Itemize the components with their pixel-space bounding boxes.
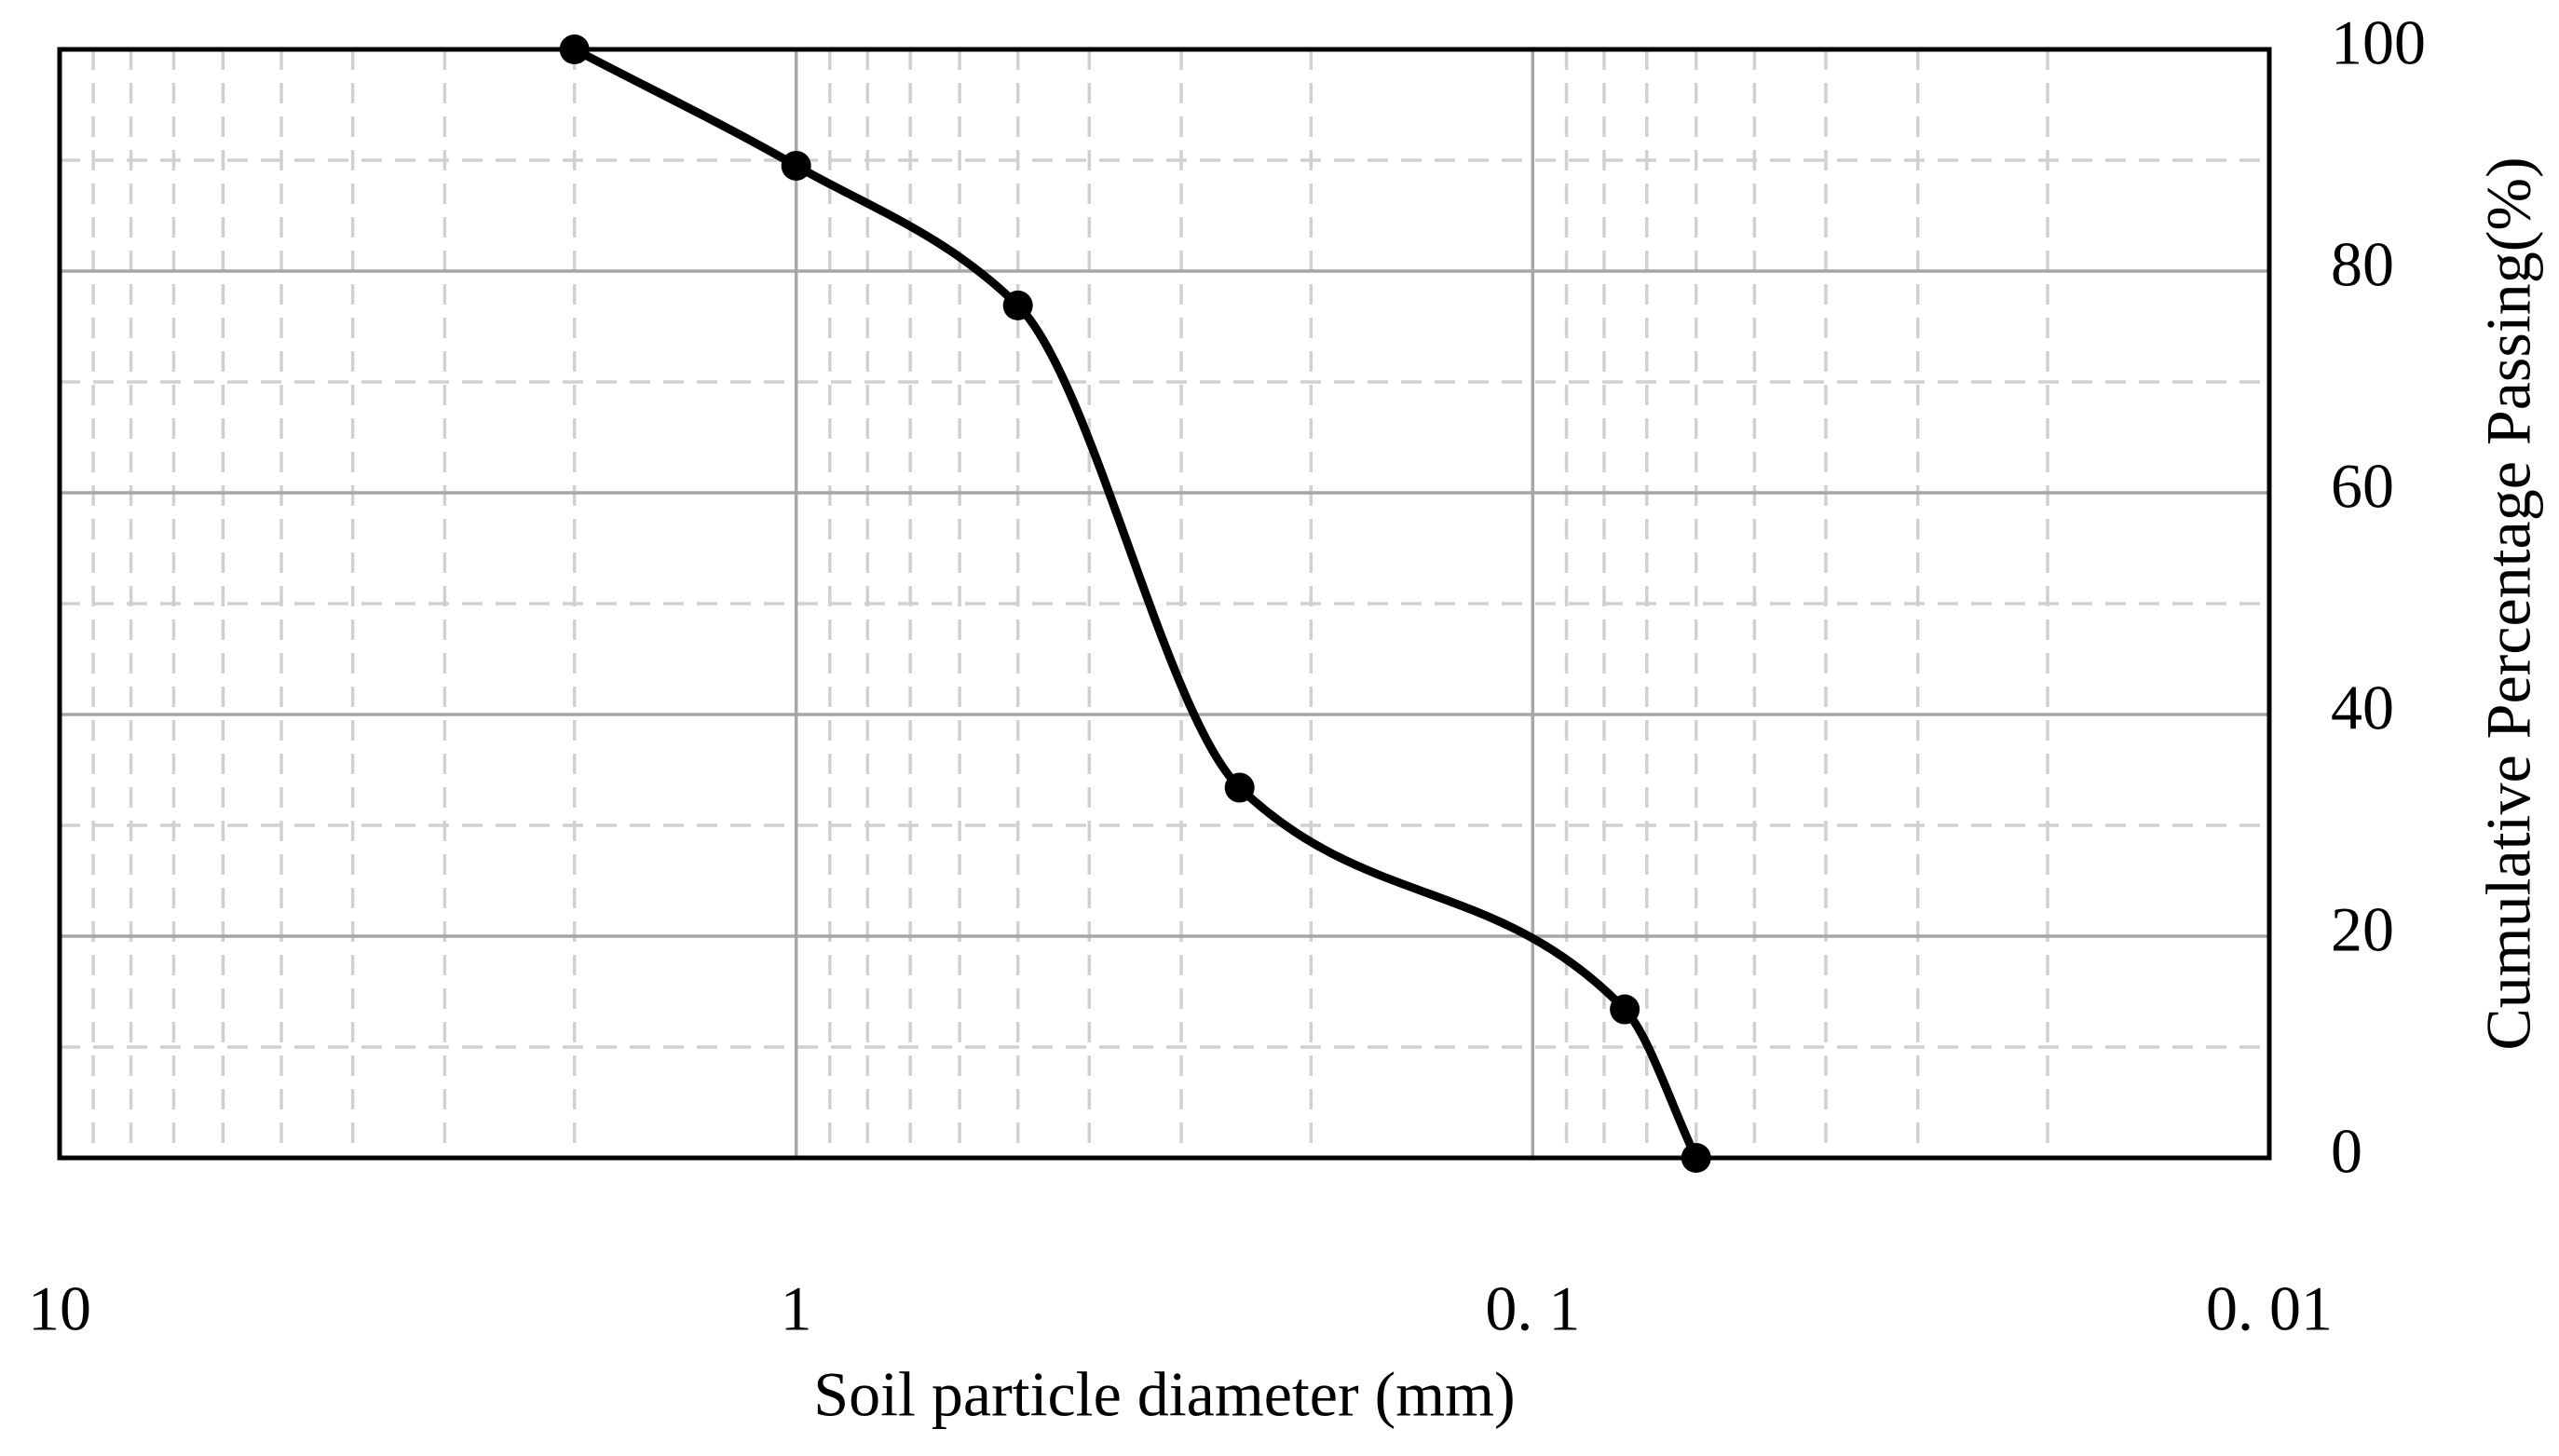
data-point [1002,290,1033,320]
y-tick-label: 60 [2331,451,2394,522]
x-axis-title: Soil particle diameter (mm) [813,1359,1515,1430]
x-tick-label: 1 [781,1273,812,1344]
x-tick-label: 10 [28,1273,91,1344]
y-tick-label: 0 [2331,1116,2362,1187]
data-point [559,34,590,64]
data-point [1681,1143,1711,1173]
y-tick-label: 20 [2331,894,2394,965]
x-tick-label: 0. 01 [2206,1273,2333,1344]
data-point [1224,772,1255,803]
x-tick-label: 0. 1 [1485,1273,1580,1344]
y-tick-label: 80 [2331,229,2394,300]
plot-frame [57,47,2272,1161]
data-point [781,150,811,181]
y-tick-label: 40 [2331,673,2394,743]
y-tick-label: 100 [2331,7,2426,78]
data-point [1610,994,1640,1025]
y-axis-title: Cumulative Percentage Passing(%) [2473,156,2544,1050]
